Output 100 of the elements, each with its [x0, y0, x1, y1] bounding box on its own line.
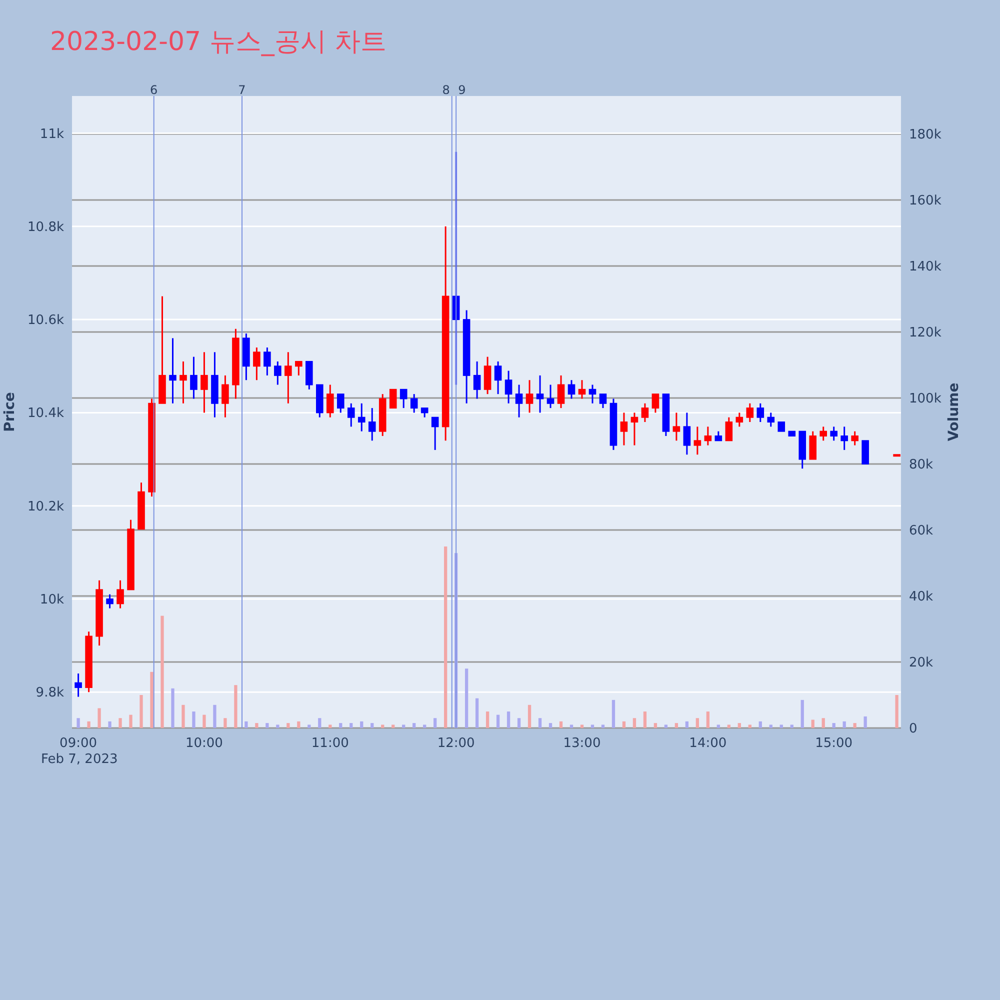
y-tick-label: 10.2k: [28, 499, 64, 514]
bar: [716, 724, 720, 728]
y2-tick-label: 0: [909, 722, 918, 736]
y2-tick-label: 60k: [909, 523, 934, 538]
y2-axis-title: Volume: [946, 382, 962, 442]
candlestick: [599, 393, 607, 409]
bar: [444, 546, 448, 728]
candlestick: [714, 430, 722, 442]
bar: [108, 721, 112, 728]
x-tick-label: 15:00: [815, 736, 853, 751]
bar: [748, 724, 752, 728]
bar: [664, 724, 668, 728]
candlestick: [420, 407, 428, 418]
candlestick: [767, 412, 775, 428]
candlestick: [190, 356, 198, 400]
candlestick: [778, 422, 786, 432]
candlestick: [672, 412, 680, 442]
ref-line-label: 7: [238, 83, 246, 97]
bar: [213, 704, 216, 728]
bar: [318, 718, 322, 728]
ref-line-label: 6: [150, 83, 158, 97]
bar: [286, 723, 290, 728]
ref-line-label: 9: [458, 83, 466, 97]
candlestick: [620, 412, 628, 446]
x-tick-label: 10:00: [185, 736, 223, 751]
candlestick: [746, 402, 754, 423]
y2-tick-label: 20k: [909, 655, 934, 670]
bar: [738, 723, 741, 728]
bar: [392, 724, 395, 728]
candlestick: [578, 379, 586, 400]
bar: [601, 724, 605, 728]
y-tick-label: 10k: [40, 592, 64, 608]
bar: [308, 724, 311, 728]
y-tick-label: 10.4k: [28, 406, 64, 422]
bar: [182, 704, 185, 728]
bar: [580, 724, 584, 728]
bar: [864, 716, 867, 728]
bar: [853, 723, 856, 728]
bar: [622, 721, 626, 728]
bar: [98, 708, 101, 728]
y2-tick-label: 160k: [909, 193, 942, 208]
bar: [538, 718, 542, 728]
bar: [202, 714, 206, 728]
candlestick: [588, 384, 596, 404]
candlestick: [504, 370, 512, 404]
candlestick: [180, 360, 187, 404]
bar: [612, 700, 616, 728]
candlestick: [389, 388, 397, 409]
y-tick-label: 11k: [40, 126, 64, 142]
candlestick: [736, 412, 744, 428]
bar: [464, 668, 468, 728]
candlestick: [473, 360, 481, 400]
bar: [129, 714, 132, 728]
bar: [570, 724, 574, 728]
ref-line-label: 8: [442, 83, 450, 97]
candlestick: [368, 407, 376, 442]
bar: [559, 721, 563, 728]
y-tick-label: 10.6k: [28, 313, 64, 328]
bar: [140, 694, 143, 728]
x-tick-label: 12:00: [437, 736, 475, 751]
bar: [517, 718, 521, 728]
y2-tick-label: 80k: [909, 457, 934, 472]
bar: [696, 718, 699, 728]
candlestick: [347, 402, 355, 428]
bar: [192, 712, 196, 728]
bar: [654, 723, 658, 728]
y2-tick-label: 180k: [909, 127, 942, 142]
candlestick: [494, 360, 502, 395]
candlestick: [484, 356, 492, 395]
bar: [266, 723, 269, 728]
bar: [832, 723, 836, 728]
bar: [255, 723, 258, 728]
y2-tick-label: 120k: [909, 325, 942, 340]
bar: [727, 724, 730, 728]
candlestick: [169, 337, 176, 404]
candlestick: [200, 351, 208, 414]
bar: [486, 712, 490, 728]
bar: [350, 723, 353, 728]
bar: [811, 720, 814, 728]
bar: [475, 698, 479, 728]
candlestick: [756, 402, 764, 423]
y2-tick-label: 40k: [909, 589, 934, 604]
candlestick: [830, 426, 838, 442]
candlestick: [106, 594, 114, 610]
candlestick: [683, 412, 691, 456]
candlestick: [431, 416, 439, 451]
candlestick: [840, 426, 848, 451]
bar: [506, 712, 510, 728]
bar: [224, 718, 227, 728]
bar: [402, 724, 406, 728]
bar: [496, 714, 500, 728]
bar: [234, 685, 238, 728]
candlestick: [630, 412, 638, 446]
candlestick: [652, 393, 660, 414]
bar: [822, 718, 825, 728]
chart-title: 2023-02-07 뉴스_공시 차트: [50, 27, 387, 57]
bar: [706, 712, 710, 728]
bar: [434, 718, 437, 728]
candlestick: [641, 402, 649, 423]
candlestick: [358, 402, 366, 432]
